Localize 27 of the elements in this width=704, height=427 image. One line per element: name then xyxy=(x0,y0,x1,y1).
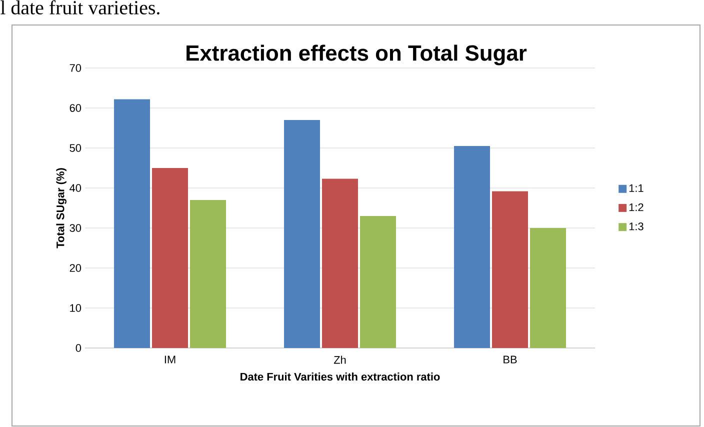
y-tick-label: 20 xyxy=(70,264,82,272)
x-axis-title: Date Fruit Varities with extraction ratio xyxy=(240,372,440,381)
chart-title: Extraction effects on Total Sugar xyxy=(186,44,527,66)
y-axis-title: Total SUgar (%) xyxy=(56,168,66,248)
bar xyxy=(114,99,150,348)
y-tick-label: 70 xyxy=(70,64,82,72)
x-tick-label: Zh xyxy=(334,356,346,364)
y-tick-label: 60 xyxy=(70,104,82,112)
y-tick-label: 0 xyxy=(76,344,82,352)
x-tick-label: BB xyxy=(504,356,517,364)
bar xyxy=(454,146,490,348)
bar xyxy=(492,191,528,348)
y-tick-label: 30 xyxy=(70,224,82,232)
text: l date fruit varieties. xyxy=(0,0,160,15)
y-tick-label: 10 xyxy=(70,304,82,312)
y-tick-label: 50 xyxy=(70,144,82,152)
bar xyxy=(152,168,188,348)
bar xyxy=(360,216,396,348)
bar xyxy=(190,200,226,348)
bar xyxy=(322,178,358,348)
legend-label: 1:1 xyxy=(629,184,644,192)
legend-label: 1:3 xyxy=(629,222,644,230)
x-tick-label: IM xyxy=(164,356,176,364)
bar xyxy=(284,120,320,348)
bar xyxy=(530,228,566,348)
y-tick-label: 40 xyxy=(70,184,82,192)
legend-label: 1:2 xyxy=(629,203,644,212)
